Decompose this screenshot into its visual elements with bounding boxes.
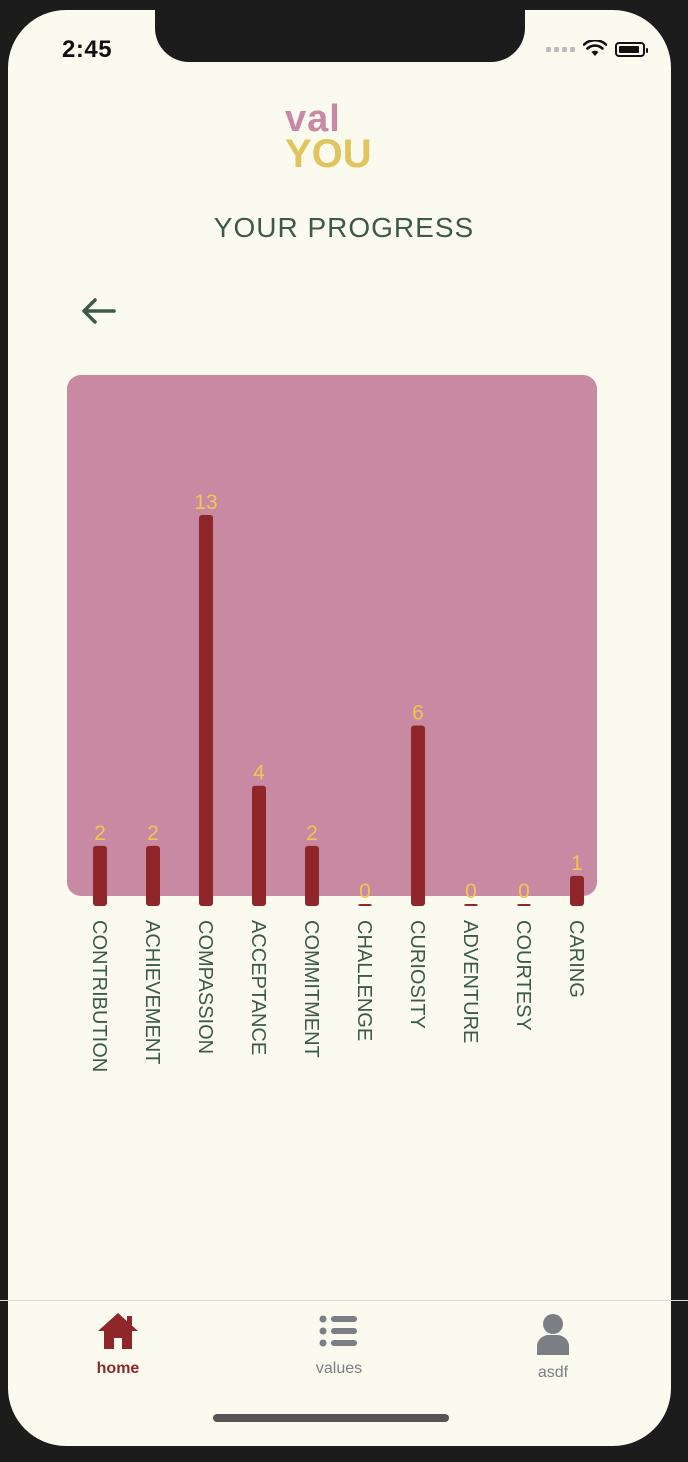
tab-home-label: home [96,1360,140,1377]
status-indicators [546,40,648,58]
back-button[interactable] [78,296,118,326]
person-icon [537,1314,569,1355]
app-logo: val YOU [285,100,372,174]
logo-top-text: val [285,98,341,140]
wifi-icon [583,40,607,56]
list-icon [319,1315,357,1347]
signal-icon [546,46,575,52]
device-notch [155,10,525,62]
chart-card [67,375,597,896]
page-title: YOUR PROGRESS [213,212,475,243]
logo-bottom-text: YOU [285,132,372,176]
tab-home[interactable]: home [58,1311,178,1378]
tab-bar: home values asdf [0,1300,688,1411]
arrow-left-icon [82,298,116,324]
tab-profile-label: asdf [537,1364,569,1381]
home-indicator [213,1414,449,1422]
tab-values[interactable]: values [279,1311,399,1378]
status-time: 2:45 [62,36,113,63]
tab-profile[interactable]: asdf [493,1311,613,1382]
battery-icon [615,41,648,57]
tab-values-label: values [315,1360,363,1377]
home-icon [98,1313,138,1349]
